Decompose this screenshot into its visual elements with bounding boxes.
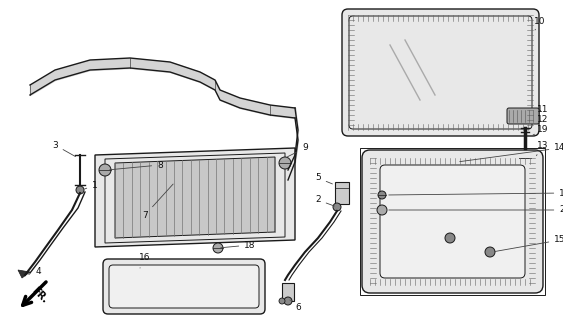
Text: 11: 11 [537,105,549,114]
FancyBboxPatch shape [362,150,543,293]
Circle shape [279,298,285,304]
Text: 17: 17 [389,188,563,197]
Text: 7: 7 [142,184,173,220]
Circle shape [279,157,291,169]
Text: 3: 3 [52,140,75,156]
Text: 10: 10 [534,18,546,30]
Text: 20: 20 [389,205,563,214]
Text: 4: 4 [29,268,41,276]
Circle shape [377,205,387,215]
Text: 2: 2 [315,196,334,206]
FancyBboxPatch shape [109,265,259,308]
Text: 5: 5 [315,173,332,184]
Circle shape [333,203,341,211]
Text: 8: 8 [110,161,163,170]
Text: 18: 18 [221,241,256,250]
Circle shape [213,243,223,253]
Circle shape [284,297,292,305]
Text: 9: 9 [288,143,308,157]
Circle shape [378,191,386,199]
FancyBboxPatch shape [342,9,539,136]
Bar [282,283,294,301]
Bar [335,182,349,204]
Text: 1: 1 [84,180,98,189]
Text: 19: 19 [533,125,549,135]
Text: 16: 16 [139,253,151,268]
Text: 12: 12 [537,116,549,124]
Text: FR.: FR. [30,285,50,305]
Circle shape [485,247,495,257]
Text: 15: 15 [495,236,563,252]
FancyBboxPatch shape [507,108,539,124]
Polygon shape [115,157,275,238]
FancyBboxPatch shape [380,165,525,278]
FancyBboxPatch shape [349,16,532,129]
Text: 6: 6 [290,300,301,313]
Text: 14: 14 [460,143,563,162]
FancyBboxPatch shape [103,259,265,314]
Circle shape [518,151,532,165]
Polygon shape [95,148,295,247]
Circle shape [445,233,455,243]
Circle shape [99,164,111,176]
Text: 13: 13 [537,140,549,156]
Polygon shape [18,270,30,278]
Circle shape [76,186,84,194]
